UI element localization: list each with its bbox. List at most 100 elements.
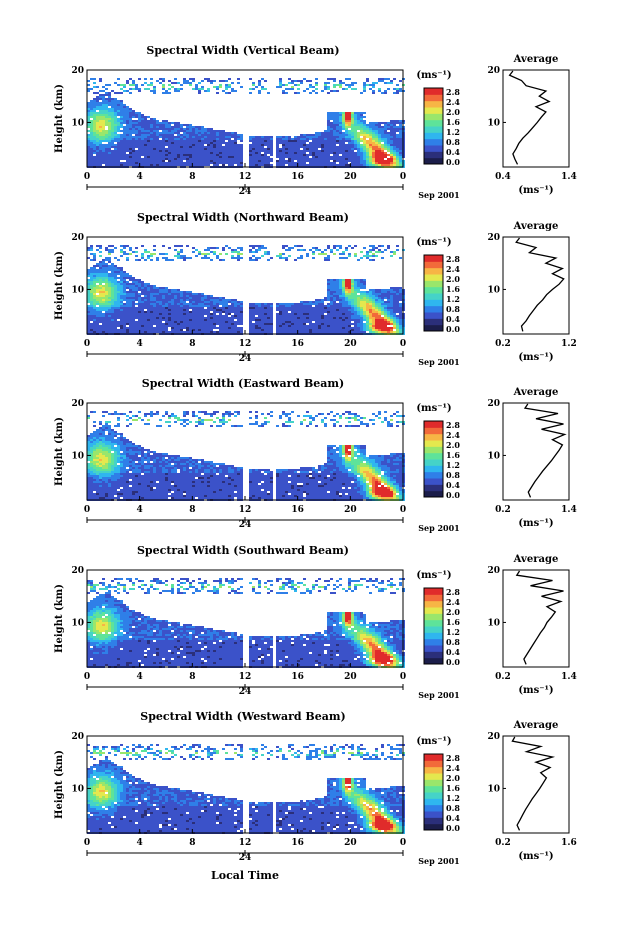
heatmap-cell [189,134,192,136]
heatmap-cell [162,148,165,150]
heatmap-cell [291,140,294,142]
heatmap-cell [333,118,336,120]
heatmap-cell [189,303,192,305]
heatmap-cell [324,158,327,160]
heatmap-cell [108,315,111,317]
heatmap-cell [348,297,351,299]
heatmap-cell [345,281,348,283]
heatmap-cell [390,130,393,132]
heatmap-cell [357,307,360,309]
heatmap-cell [345,293,348,295]
heatmap-cell [87,273,90,275]
heatmap-cell [336,285,339,287]
heatmap-cell [348,309,351,311]
heatmap-cell [312,160,315,162]
heatmap-cell [93,297,96,299]
heatmap-cell [174,140,177,142]
heatmap-cell [93,277,96,279]
heatmap-cell [102,134,105,136]
heatmap-cell [360,150,363,152]
heatmap-cell [126,130,129,132]
heatmap-cell [342,124,345,126]
heatmap-cell [351,297,354,299]
heatmap-cell [309,249,312,251]
heatmap-cell [87,299,90,301]
heatmap-cell [303,321,306,323]
heatmap-cell [120,251,123,253]
heatmap-cell [102,331,105,333]
heatmap-cell [324,321,327,323]
heatmap-cell [330,148,333,150]
heatmap-cell [204,158,207,160]
heatmap-cell [330,279,333,281]
heatmap-cell [210,327,213,329]
heatmap-cell [327,136,330,138]
heatmap-cell [135,164,138,166]
heatmap-cell [231,88,234,90]
heatmap-cell [87,134,90,136]
heatmap-cell [147,140,150,142]
heatmap-cell [99,293,102,295]
heatmap-cell [294,319,297,321]
heatmap-cell [123,293,126,295]
heatmap-cell [303,154,306,156]
heatmap-cell [363,313,366,315]
heatmap-cell [87,164,90,166]
heatmap-cell [138,120,141,122]
heatmap-cell [147,124,150,126]
heatmap-cell [240,158,243,160]
heatmap-cell [99,245,102,247]
heatmap-cell [282,309,285,311]
heatmap-cell [342,132,345,134]
heatmap-cell [102,104,105,106]
heatmap-cell [237,303,240,305]
heatmap-cell [333,301,336,303]
heatmap-cell [345,291,348,293]
heatmap-cell [162,297,165,299]
heatmap-cell [90,154,93,156]
heatmap-cell [156,257,159,259]
heatmap-cell [342,88,345,90]
heatmap-cell [399,150,402,152]
heatmap-cell [333,327,336,329]
heatmap-cell [210,321,213,323]
heatmap-cell [180,249,183,251]
heatmap-cell [378,80,381,82]
heatmap-cell [204,299,207,301]
heatmap-cell [348,142,351,144]
heatmap-cell [90,311,93,313]
heatmap-cell [225,144,228,146]
heatmap-cell [387,148,390,150]
heatmap-cell [105,279,108,281]
heatmap-cell [303,323,306,325]
heatmap-cell [102,146,105,148]
heatmap-cell [306,327,309,329]
heatmap-cell [240,154,243,156]
heatmap-cell [213,134,216,136]
heatmap-cell [153,299,156,301]
heatmap-cell [255,307,258,309]
heatmap-cell [156,291,159,293]
heatmap-cell [201,321,204,323]
heatmap-cell [354,152,357,154]
heatmap-cell [216,311,219,313]
heatmap-cell [231,331,234,333]
heatmap-cell [369,122,372,124]
heatmap-cell [135,309,138,311]
heatmap-cell [303,301,306,303]
heatmap-cell [117,162,120,164]
heatmap-cell [177,309,180,311]
heatmap-cell [333,148,336,150]
heatmap-cell [252,309,255,311]
heatmap-cell [165,327,168,329]
heatmap-cell [144,307,147,309]
heatmap-cell [336,126,339,128]
heatmap-cell [144,295,147,297]
heatmap-cell [117,150,120,152]
heatmap-cell [111,305,114,307]
heatmap-cell [126,319,129,321]
heatmap-cell [375,126,378,128]
heatmap-cell [99,287,102,289]
heatmap-cell [258,158,261,160]
heatmap-cell [114,82,117,84]
